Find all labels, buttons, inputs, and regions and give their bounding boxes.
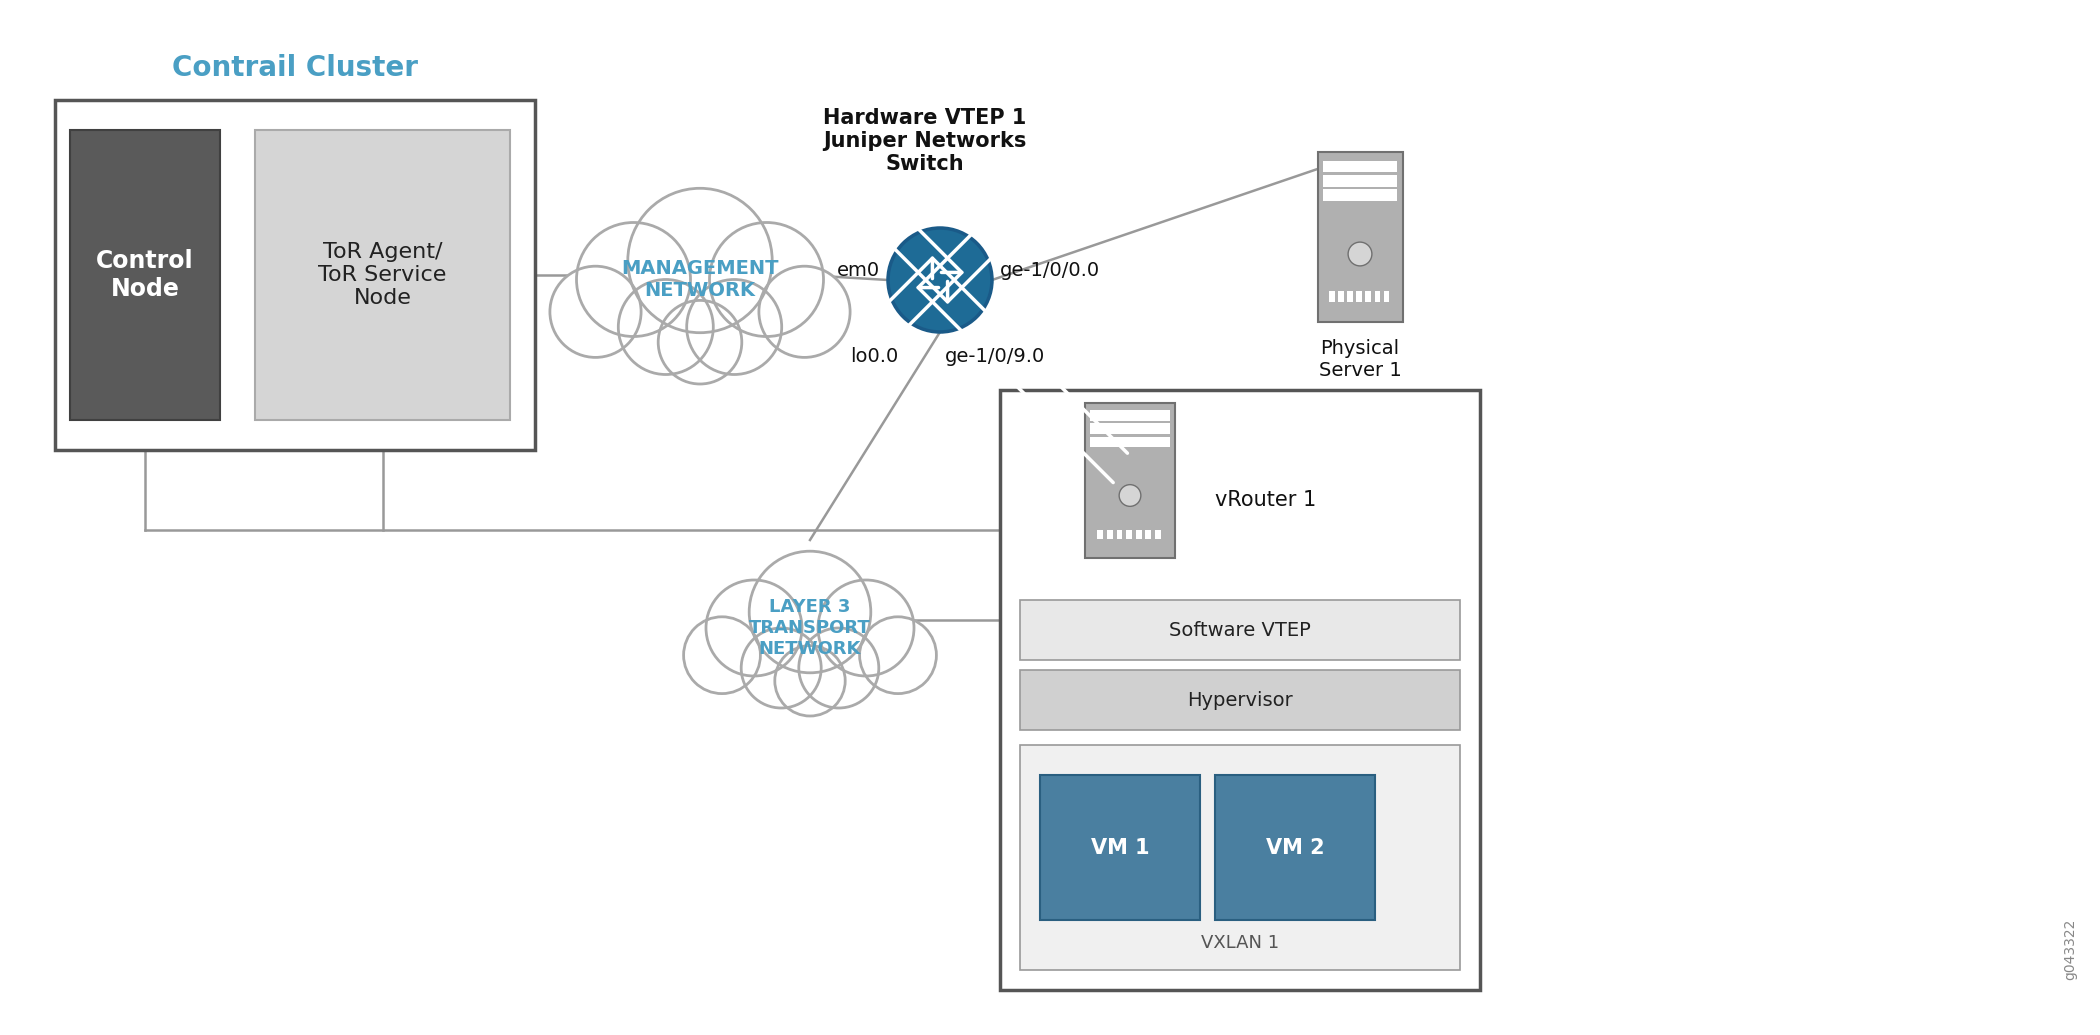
Circle shape [1348,242,1371,266]
Circle shape [628,188,773,332]
FancyBboxPatch shape [1090,437,1170,447]
FancyBboxPatch shape [1000,390,1480,990]
FancyBboxPatch shape [55,100,536,450]
FancyBboxPatch shape [1136,530,1142,539]
Circle shape [550,266,640,357]
Circle shape [1119,484,1140,506]
Circle shape [706,580,802,676]
Text: g043322: g043322 [2062,919,2077,980]
FancyBboxPatch shape [1338,292,1344,301]
FancyBboxPatch shape [1323,189,1396,201]
Text: MANAGEMENT
NETWORK: MANAGEMENT NETWORK [622,260,779,300]
Circle shape [578,223,691,336]
Circle shape [657,300,741,384]
FancyBboxPatch shape [1090,423,1170,435]
FancyBboxPatch shape [1021,745,1460,970]
FancyBboxPatch shape [1155,530,1161,539]
FancyBboxPatch shape [1090,410,1170,421]
Text: vRouter 1: vRouter 1 [1216,490,1317,510]
Circle shape [750,552,871,673]
Circle shape [775,646,844,716]
Text: VXLAN 1: VXLAN 1 [1201,934,1279,952]
Circle shape [798,628,878,708]
Circle shape [617,279,714,375]
Circle shape [888,228,991,332]
Circle shape [819,580,914,676]
FancyBboxPatch shape [1348,292,1352,301]
FancyBboxPatch shape [1323,175,1396,187]
Text: Physical
Server 1: Physical Server 1 [1319,339,1401,380]
Text: Software VTEP: Software VTEP [1170,621,1310,640]
Circle shape [859,617,937,693]
Circle shape [687,279,781,375]
FancyBboxPatch shape [1384,292,1388,301]
Text: Contrail Cluster: Contrail Cluster [172,54,418,82]
FancyBboxPatch shape [1317,152,1403,322]
FancyBboxPatch shape [1216,775,1376,920]
Text: em0: em0 [838,261,880,279]
Text: Hypervisor: Hypervisor [1186,690,1294,710]
FancyBboxPatch shape [1086,403,1176,558]
Text: Control
Node: Control Node [97,249,193,301]
FancyBboxPatch shape [1117,530,1121,539]
Circle shape [758,266,851,357]
FancyBboxPatch shape [1323,160,1396,173]
Text: Hardware VTEP 1
Juniper Networks
Switch: Hardware VTEP 1 Juniper Networks Switch [823,108,1027,175]
FancyBboxPatch shape [1365,292,1371,301]
Text: ToR Agent/
ToR Service
Node: ToR Agent/ ToR Service Node [319,242,447,308]
Text: ge-1/0/9.0: ge-1/0/9.0 [945,347,1046,366]
Text: VM 1: VM 1 [1090,837,1149,858]
Text: ge-1/0/0.0: ge-1/0/0.0 [1000,261,1100,279]
FancyBboxPatch shape [1126,530,1132,539]
FancyBboxPatch shape [1357,292,1361,301]
Text: VM 2: VM 2 [1266,837,1325,858]
Text: LAYER 3
TRANSPORT
NETWORK: LAYER 3 TRANSPORT NETWORK [750,598,871,658]
FancyBboxPatch shape [1096,530,1102,539]
FancyBboxPatch shape [1376,292,1380,301]
Text: lo0.0: lo0.0 [850,347,899,366]
FancyBboxPatch shape [1040,775,1199,920]
FancyBboxPatch shape [1107,530,1113,539]
FancyBboxPatch shape [1144,530,1151,539]
FancyBboxPatch shape [1021,600,1460,660]
FancyBboxPatch shape [254,130,510,420]
FancyBboxPatch shape [1329,292,1334,301]
FancyBboxPatch shape [69,130,220,420]
FancyBboxPatch shape [1021,670,1460,730]
Circle shape [710,223,823,336]
Circle shape [685,617,760,693]
Circle shape [741,628,821,708]
